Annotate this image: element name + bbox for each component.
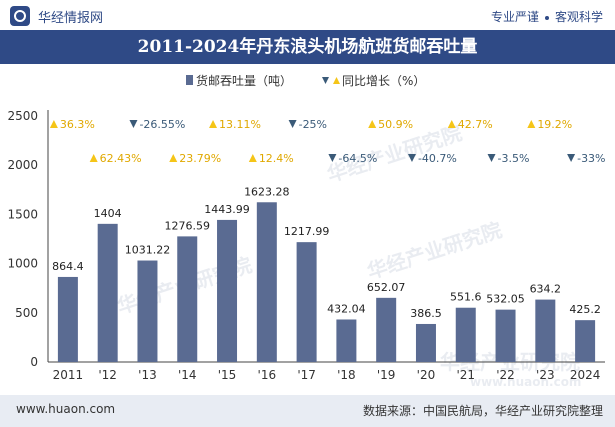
growth-up-triangle-icon bbox=[368, 120, 377, 128]
growth-label: 42.7% bbox=[458, 118, 493, 131]
x-tick-label: '16 bbox=[258, 368, 277, 382]
y-tick-label: 500 bbox=[15, 306, 38, 320]
watermark-url: www.huaon.com bbox=[470, 375, 581, 389]
growth-label: -26.55% bbox=[139, 118, 185, 131]
bar bbox=[97, 223, 118, 362]
bar bbox=[495, 309, 516, 362]
y-tick-label: 1500 bbox=[7, 207, 38, 221]
growth-label: 50.9% bbox=[378, 118, 413, 131]
growth-label: 23.79% bbox=[179, 152, 221, 165]
x-tick-label: '17 bbox=[297, 368, 316, 382]
legend-down-triangle-icon bbox=[322, 77, 329, 84]
growth-label: 12.4% bbox=[259, 152, 294, 165]
bar bbox=[415, 323, 436, 362]
x-tick-label: 2011 bbox=[53, 368, 84, 382]
bar bbox=[376, 297, 397, 362]
legend-label-growth: 同比增长（%） bbox=[342, 74, 425, 88]
growth-up-triangle-icon bbox=[447, 120, 456, 128]
growth-up-triangle-icon bbox=[49, 120, 58, 128]
growth-down-triangle-icon bbox=[328, 154, 337, 162]
x-tick-label: '22 bbox=[496, 368, 515, 382]
legend-swatch-bar bbox=[186, 75, 193, 85]
legend-label-throughput: 货邮吞吐量（吨） bbox=[196, 73, 292, 88]
y-tick-label: 2000 bbox=[7, 158, 38, 172]
top-bar: 华经情报网 专业严谨 客观科学 bbox=[0, 0, 615, 31]
bar-value-label: 432.04 bbox=[327, 302, 366, 315]
growth-up-triangle-icon bbox=[248, 154, 257, 162]
growth-label: -3.5% bbox=[498, 152, 530, 165]
bar-value-label: 634.2 bbox=[530, 283, 562, 296]
bar bbox=[575, 320, 596, 362]
x-tick-label: '18 bbox=[337, 368, 356, 382]
chart-title: 2011-2024年丹东浪头机场航班货邮吞吐量 bbox=[0, 30, 615, 64]
bar bbox=[217, 219, 238, 362]
x-tick-label: '23 bbox=[536, 368, 555, 382]
tag-professional: 专业严谨 bbox=[490, 10, 539, 24]
growth-label: 19.2% bbox=[537, 118, 572, 131]
bar-value-label: 386.5 bbox=[410, 307, 442, 320]
growth-label: 13.11% bbox=[219, 118, 261, 131]
growth-up-triangle-icon bbox=[89, 154, 98, 162]
x-tick-label: '21 bbox=[456, 368, 475, 382]
growth-label: -40.7% bbox=[418, 152, 457, 165]
y-tick-label: 1000 bbox=[7, 257, 38, 271]
growth-label: -33% bbox=[577, 152, 605, 165]
bar bbox=[296, 242, 317, 362]
brand: 华经情报网 bbox=[10, 6, 103, 26]
x-tick-label: 2024 bbox=[570, 368, 601, 382]
bar-value-label: 1404 bbox=[94, 207, 122, 220]
brand-name: 华经情报网 bbox=[38, 10, 104, 26]
bar-value-label: 864.4 bbox=[52, 260, 84, 273]
bar-value-label: 1217.99 bbox=[284, 225, 330, 238]
bar-chart: 华经产业研究院华经产业研究院华经产业研究院华经产业研究院www.huaon.co… bbox=[7, 73, 605, 389]
bar bbox=[455, 307, 476, 362]
x-tick-label: '15 bbox=[218, 368, 237, 382]
data-source: 数据来源：中国民航局，华经产业研究院整理 bbox=[362, 404, 603, 418]
growth-down-triangle-icon bbox=[567, 154, 576, 162]
bar-value-label: 1031.22 bbox=[125, 244, 171, 257]
bar bbox=[535, 299, 556, 362]
growth-up-triangle-icon bbox=[169, 154, 178, 162]
bar-value-label: 1443.99 bbox=[204, 203, 250, 216]
bar-value-label: 551.6 bbox=[450, 291, 482, 304]
x-tick-label: '12 bbox=[98, 368, 117, 382]
footer: www.huaon.com 数据来源：中国民航局，华经产业研究院整理 bbox=[0, 395, 615, 427]
legend-up-triangle-icon bbox=[333, 77, 340, 84]
x-tick-label: '14 bbox=[178, 368, 197, 382]
bar-value-label: 652.07 bbox=[367, 281, 406, 294]
bar bbox=[137, 260, 158, 362]
growth-down-triangle-icon bbox=[288, 120, 297, 128]
growth-label: -64.5% bbox=[338, 152, 377, 165]
website-link[interactable]: www.huaon.com bbox=[16, 402, 116, 416]
growth-down-triangle-icon bbox=[129, 120, 138, 128]
x-tick-label: '19 bbox=[377, 368, 396, 382]
bar-value-label: 1276.59 bbox=[165, 219, 211, 232]
bar-value-label: 425.2 bbox=[569, 303, 601, 316]
dot-separator-icon bbox=[544, 15, 549, 20]
y-tick-label: 2500 bbox=[7, 109, 38, 123]
growth-label: 36.3% bbox=[60, 118, 95, 131]
bar bbox=[57, 276, 78, 362]
bar bbox=[177, 236, 198, 362]
bar bbox=[256, 202, 277, 362]
growth-up-triangle-icon bbox=[209, 120, 218, 128]
growth-label: -25% bbox=[299, 118, 327, 131]
bar-value-label: 1623.28 bbox=[244, 185, 290, 198]
bar bbox=[336, 319, 357, 362]
bar-value-label: 532.05 bbox=[486, 293, 525, 306]
y-tick-label: 0 bbox=[30, 355, 38, 369]
growth-down-triangle-icon bbox=[407, 154, 416, 162]
x-tick-label: '13 bbox=[138, 368, 157, 382]
growth-label: 62.43% bbox=[100, 152, 142, 165]
growth-up-triangle-icon bbox=[527, 120, 536, 128]
watermark-text: 华经产业研究院 bbox=[364, 218, 505, 284]
tag-objective: 客观科学 bbox=[554, 10, 603, 24]
brand-logo-icon bbox=[10, 6, 30, 26]
header-tags: 专业严谨 客观科学 bbox=[491, 8, 603, 25]
growth-down-triangle-icon bbox=[487, 154, 496, 162]
x-tick-label: '20 bbox=[417, 368, 436, 382]
